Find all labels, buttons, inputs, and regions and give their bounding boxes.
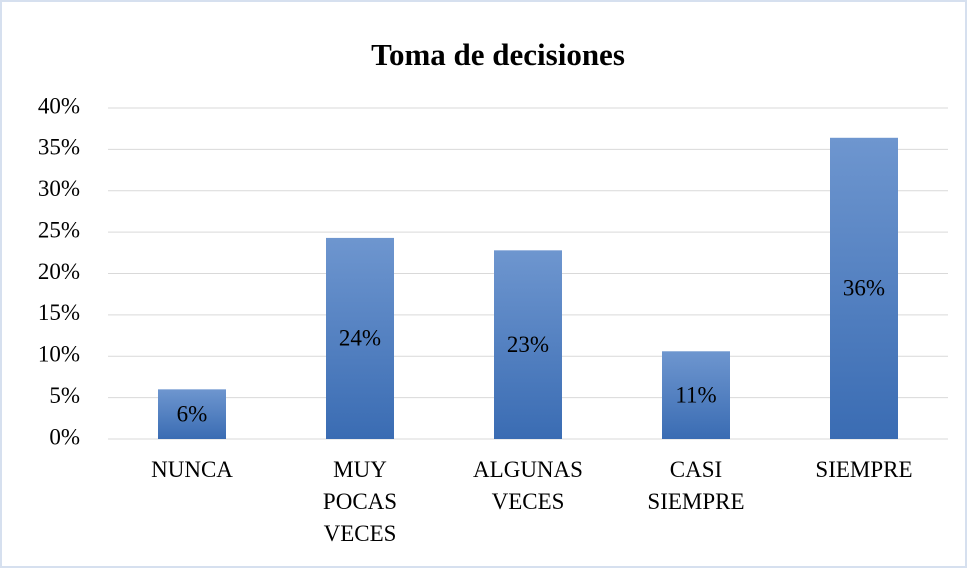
- data-label: 23%: [507, 332, 549, 357]
- bar: [158, 389, 226, 439]
- data-label: 24%: [339, 326, 381, 351]
- y-tick-label: 15%: [38, 300, 80, 325]
- x-tick-label: NUNCA: [151, 457, 233, 482]
- y-tick-label: 10%: [38, 342, 80, 367]
- bar: [662, 351, 730, 439]
- data-label: 11%: [675, 382, 716, 407]
- bar: [494, 250, 562, 439]
- y-tick-label: 30%: [38, 176, 80, 201]
- data-label: 36%: [843, 276, 885, 301]
- x-tick-label: ALGUNAS VECES: [473, 457, 583, 514]
- y-tick-label: 35%: [38, 135, 80, 160]
- y-tick-label: 0%: [49, 424, 80, 449]
- y-tick-label: 20%: [38, 259, 80, 284]
- bar: [326, 237, 394, 439]
- bar: [830, 137, 898, 440]
- data-label: 6%: [177, 401, 208, 426]
- x-tick-label: MUY POCAS VECES: [323, 457, 397, 546]
- x-tick-label: CASI SIEMPRE: [647, 457, 744, 514]
- y-tick-label: 25%: [38, 217, 80, 242]
- chart-title: Toma de decisiones: [371, 37, 625, 72]
- y-tick-label: 40%: [38, 93, 80, 118]
- x-tick-label: SIEMPRE: [815, 457, 912, 482]
- y-tick-label: 5%: [49, 383, 80, 408]
